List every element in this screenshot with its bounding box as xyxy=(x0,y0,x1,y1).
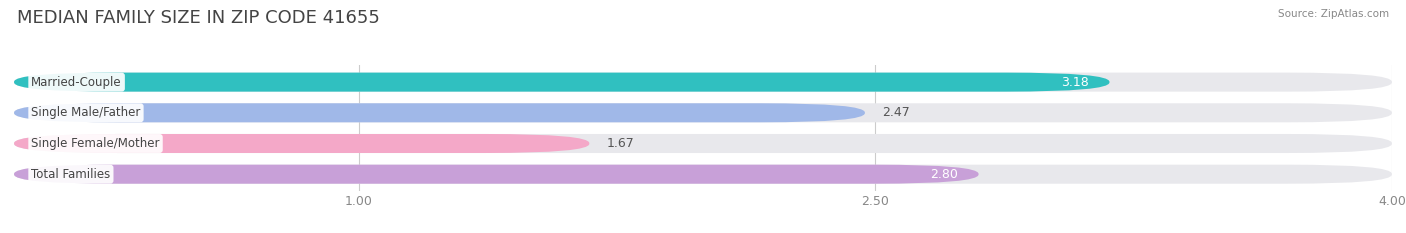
FancyBboxPatch shape xyxy=(14,165,1392,184)
FancyBboxPatch shape xyxy=(14,165,979,184)
Text: Total Families: Total Families xyxy=(31,168,111,181)
FancyBboxPatch shape xyxy=(14,103,865,122)
FancyBboxPatch shape xyxy=(14,73,1109,92)
Text: 1.67: 1.67 xyxy=(606,137,634,150)
Text: 2.47: 2.47 xyxy=(882,106,910,119)
Text: 3.18: 3.18 xyxy=(1062,76,1088,89)
FancyBboxPatch shape xyxy=(14,73,1392,92)
Text: Single Male/Father: Single Male/Father xyxy=(31,106,141,119)
FancyBboxPatch shape xyxy=(14,103,1392,122)
FancyBboxPatch shape xyxy=(14,134,589,153)
Text: Source: ZipAtlas.com: Source: ZipAtlas.com xyxy=(1278,9,1389,19)
Text: 2.80: 2.80 xyxy=(929,168,957,181)
Text: MEDIAN FAMILY SIZE IN ZIP CODE 41655: MEDIAN FAMILY SIZE IN ZIP CODE 41655 xyxy=(17,9,380,27)
Text: Single Female/Mother: Single Female/Mother xyxy=(31,137,160,150)
FancyBboxPatch shape xyxy=(14,134,1392,153)
Text: Married-Couple: Married-Couple xyxy=(31,76,122,89)
